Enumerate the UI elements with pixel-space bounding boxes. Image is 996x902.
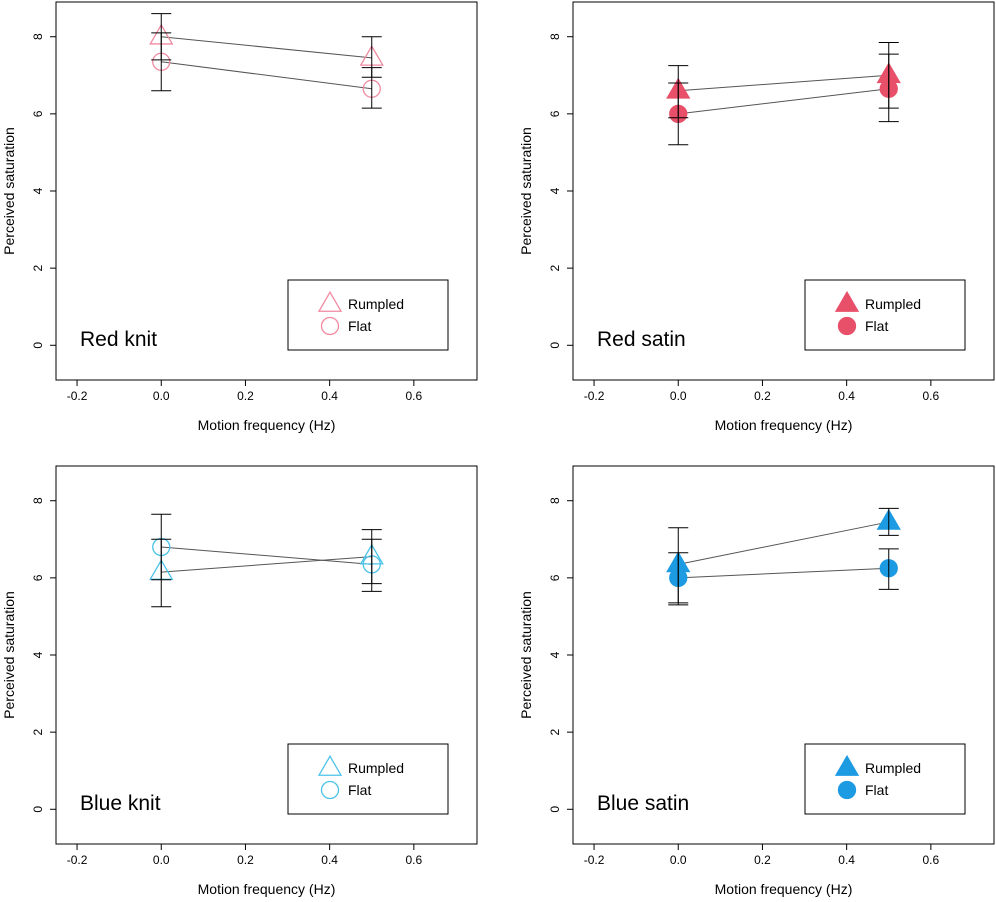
panel-4-x-axis-title: Motion frequency (Hz): [715, 881, 853, 897]
panel-3-y-tick-label: 8: [31, 497, 45, 504]
panel-2: -0.2 0.0 0.2 0.4 0.6 0 2 4 6 8 Motion frequency (H…: [518, 1, 995, 433]
panel-1-y-tick-label: 4: [31, 187, 45, 194]
panel-4-legend-rumpled-symbol: [834, 754, 860, 776]
panel-2-x-axis-title: Motion frequency (Hz): [715, 417, 853, 433]
panel-3-y-tick-label: 2: [31, 728, 45, 735]
panel-3-legend-rumpled-label: Rumpled: [348, 760, 404, 776]
panel-4-x-tick-label: 0.0: [670, 853, 687, 867]
panel-1-legend-flat-symbol: [320, 316, 340, 336]
panel-4-y-tick-label: 2: [548, 728, 562, 735]
panel-1: -0.2 0.0 0.2 0.4 0.6 0 2 4 6 8 Motion frequency (H…: [1, 1, 478, 433]
panel-1-x-tick-label: 0.4: [321, 389, 338, 403]
panel-2-label: Red satin: [597, 328, 686, 351]
panel-3-x-tick-label: 0.0: [153, 853, 170, 867]
panel-4-label: Blue satin: [597, 792, 689, 815]
panel-3: -0.2 0.0 0.2 0.4 0.6 0 2 4 6 8 Motion frequency (H…: [1, 465, 478, 897]
panel-2-legend-rumpled-symbol: [834, 290, 860, 312]
panel-1-x-tick-label: 0.0: [153, 389, 170, 403]
panel-1-x-axis-title: Motion frequency (Hz): [198, 417, 336, 433]
panel-3-x-axis-title: Motion frequency (Hz): [198, 881, 336, 897]
panel-1-y-tick-label: 0: [31, 342, 45, 349]
panel-4-legend-flat-label: Flat: [865, 782, 888, 798]
panel-4-x-tick-label: 0.6: [923, 853, 940, 867]
panel-4-x-tick-label: 0.2: [754, 853, 771, 867]
panel-4-legend-box: [804, 743, 966, 815]
panel-4-y-tick-label: 8: [548, 497, 562, 504]
panel-2-x-tick-label: 0.4: [838, 389, 855, 403]
panel-1-rumpled-line: [161, 36, 372, 59]
panel-2-rumpled-line: [678, 74, 889, 92]
panel-1-legend-box: [287, 279, 449, 351]
panel-1-y-tick-label: 2: [31, 264, 45, 271]
panel-3-y-tick-label: 6: [31, 574, 45, 581]
panel-4-legend-rumpled-label: Rumpled: [865, 760, 921, 776]
panel-3-rumpled-line: [161, 556, 372, 573]
panel-2-flat-line: [678, 88, 889, 115]
panel-2-x-tick-label: 0.2: [754, 389, 771, 403]
panel-2-x-tick-label: 0.6: [923, 389, 940, 403]
panel-1-flat-line: [161, 61, 372, 90]
panel-3-x-tick-label: 0.6: [406, 853, 423, 867]
panel-2-x-tick-label: -0.2: [584, 389, 605, 403]
panel-4: -0.2 0.0 0.2 0.4 0.6 0 2 4 6 8 Motion frequency (H…: [518, 465, 995, 897]
panel-4-y-axis-title: Perceived saturation: [518, 591, 534, 719]
panel-3-legend-flat-symbol: [320, 780, 340, 800]
panel-2-y-tick-label: 8: [548, 33, 562, 40]
panel-2-y-tick-label: 2: [548, 264, 562, 271]
panel-4-x-tick-label: 0.4: [838, 853, 855, 867]
panel-3-flat-line: [161, 546, 372, 565]
panel-1-label: Red knit: [80, 328, 157, 351]
panel-2-x-tick-label: 0.0: [670, 389, 687, 403]
panel-3-legend-box: [287, 743, 449, 815]
panel-1-legend-rumpled-label: Rumpled: [348, 296, 404, 312]
panel-4-y-tick-label: 6: [548, 574, 562, 581]
panel-1-x-tick-label: 0.6: [406, 389, 423, 403]
panel-2-legend-rumpled-label: Rumpled: [865, 296, 921, 312]
panel-3-x-tick-label: 0.4: [321, 853, 338, 867]
panel-3-y-tick-label: 0: [31, 806, 45, 813]
panel-3-legend-rumpled-symbol: [317, 754, 343, 776]
panel-2-y-axis-title: Perceived saturation: [518, 127, 534, 255]
panel-3-y-axis-title: Perceived saturation: [1, 591, 17, 719]
panel-2-legend-flat-label: Flat: [865, 318, 888, 334]
panel-2-y-tick-label: 4: [548, 187, 562, 194]
panel-1-x-tick-label: -0.2: [67, 389, 88, 403]
panel-4-legend-flat-symbol: [837, 780, 857, 800]
panel-4-y-tick-label: 0: [548, 806, 562, 813]
panel-2-y-tick-label: 0: [548, 342, 562, 349]
panel-1-legend-flat-label: Flat: [348, 318, 371, 334]
panel-2-legend-flat-symbol: [837, 316, 857, 336]
panel-2-y-tick-label: 6: [548, 110, 562, 117]
panel-4-flat-line: [678, 567, 889, 579]
panel-3-x-tick-label: -0.2: [67, 853, 88, 867]
panel-1-legend-rumpled-symbol: [317, 290, 343, 312]
panel-3-legend-flat-label: Flat: [348, 782, 371, 798]
panel-4-y-tick-label: 4: [548, 651, 562, 658]
panel-4-x-tick-label: -0.2: [584, 853, 605, 867]
panel-3-y-tick-label: 4: [31, 651, 45, 658]
panel-1-y-tick-label: 6: [31, 110, 45, 117]
panel-2-legend-box: [804, 279, 966, 351]
panel-3-label: Blue knit: [80, 792, 161, 815]
panel-1-y-tick-label: 8: [31, 33, 45, 40]
panel-3-x-tick-label: 0.2: [237, 853, 254, 867]
panel-4-rumpled-line: [678, 521, 889, 565]
panel-1-x-tick-label: 0.2: [237, 389, 254, 403]
panel-1-y-axis-title: Perceived saturation: [1, 127, 17, 255]
